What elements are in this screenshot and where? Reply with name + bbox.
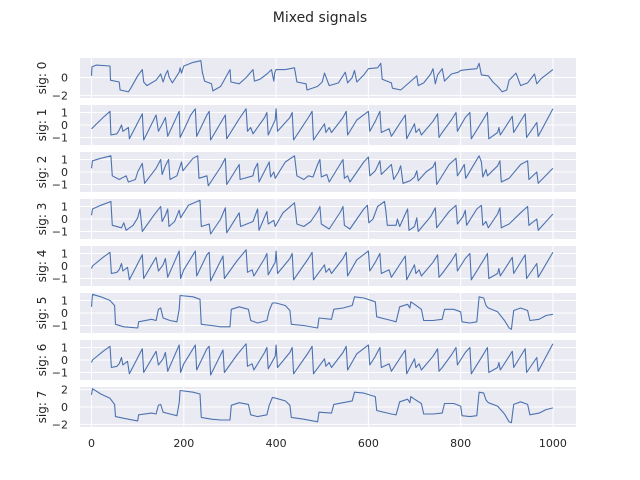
y-tick-label: 0 xyxy=(61,307,68,320)
y-tick-label: 0 xyxy=(61,72,68,85)
signal-line xyxy=(90,388,554,424)
y-axis-label: sig: 6 xyxy=(35,344,49,377)
signal-line xyxy=(90,60,554,93)
y-axis-label: sig: 1 xyxy=(35,109,49,142)
y-axis-label: sig: 7 xyxy=(35,391,49,424)
signal-line xyxy=(90,155,554,187)
signal-line xyxy=(91,108,554,141)
signal-line xyxy=(90,249,554,282)
y-tick-label: −1 xyxy=(52,367,68,380)
y-tick-label: 0 xyxy=(61,260,68,273)
y-tick-label: 0 xyxy=(61,166,68,179)
y-tick-label: −1 xyxy=(52,179,68,192)
x-tick-label: 0 xyxy=(88,437,95,450)
y-tick-label: 2 xyxy=(61,384,68,397)
y-tick-label: 1 xyxy=(61,154,68,167)
signal-line xyxy=(90,199,554,235)
y-tick-label: 0 xyxy=(61,401,68,414)
y-axis-label: sig: 0 xyxy=(35,62,49,95)
x-tick-label: 400 xyxy=(266,437,287,450)
y-axis-label: sig: 3 xyxy=(35,203,49,236)
y-tick-label: 1 xyxy=(61,295,68,308)
x-tick-label: 600 xyxy=(358,437,379,450)
y-tick-label: 0 xyxy=(61,119,68,132)
y-tick-label: 1 xyxy=(61,248,68,261)
y-tick-label: 0 xyxy=(61,213,68,226)
y-axis-label: sig: 2 xyxy=(35,156,49,189)
y-axis-label: sig: 4 xyxy=(35,250,49,283)
y-tick-label: −2 xyxy=(52,89,68,102)
y-tick-label: 0 xyxy=(61,354,68,367)
x-tick-label: 200 xyxy=(173,437,194,450)
signal-line xyxy=(90,343,554,376)
y-tick-label: −1 xyxy=(52,320,68,333)
y-tick-label: −1 xyxy=(52,226,68,239)
signal-line xyxy=(90,293,553,330)
y-tick-label: −2 xyxy=(52,418,68,431)
y-tick-label: −1 xyxy=(52,273,68,286)
y-tick-label: −1 xyxy=(52,132,68,145)
x-axis-ticks: 0 200 400 600 800 1000 xyxy=(88,437,567,450)
chart-title: Mixed signals xyxy=(273,10,367,26)
x-tick-label: 1000 xyxy=(539,437,567,450)
y-tick-label: 1 xyxy=(61,342,68,355)
y-tick-label: 1 xyxy=(61,107,68,120)
y-tick-label: 1 xyxy=(61,201,68,214)
x-tick-label: 800 xyxy=(450,437,471,450)
y-axis-label: sig: 5 xyxy=(35,297,49,330)
